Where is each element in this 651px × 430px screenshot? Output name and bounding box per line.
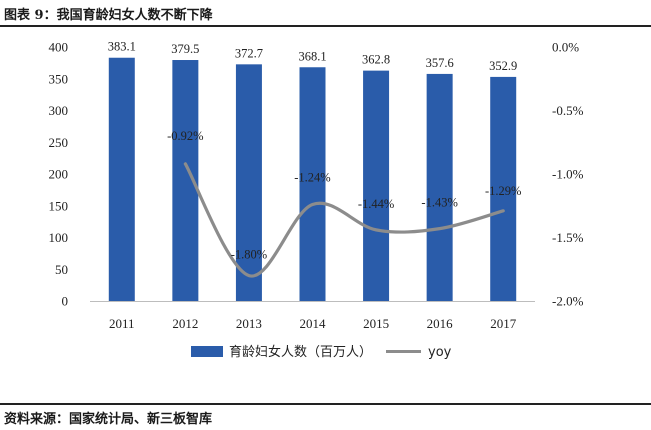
legend-line-label: yoy xyxy=(428,345,452,360)
left-tick-label: 350 xyxy=(49,71,69,86)
left-tick-label: 100 xyxy=(49,230,69,245)
yoy-value-label: -1.44% xyxy=(358,197,394,211)
x-tick-label: 2017 xyxy=(490,316,517,331)
bar-value-label: 379.5 xyxy=(171,42,199,56)
right-tick-label: -2.0% xyxy=(552,294,584,309)
bar-value-label: 357.6 xyxy=(426,56,454,70)
x-axis: 2011 2012 2013 2014 2015 2016 2017 xyxy=(90,301,535,331)
bar-value-label: 372.7 xyxy=(235,46,263,60)
left-axis: 0 50 100 150 200 250 300 350 400 xyxy=(49,40,69,309)
legend-bar-label: 育龄妇女人数（百万人） xyxy=(229,344,372,360)
right-axis: 0.0% -0.5% -1.0% -1.5% -2.0% xyxy=(552,40,584,309)
bar xyxy=(235,64,262,301)
right-tick-label: 0.0% xyxy=(552,40,579,55)
line-series xyxy=(183,162,505,278)
left-tick-label: 200 xyxy=(49,167,69,182)
bar xyxy=(490,76,517,301)
right-tick-label: -1.5% xyxy=(552,230,584,245)
chart-title: 图表 9：我国育龄妇女人数不断下降 xyxy=(4,8,213,23)
yoy-value-label: -1.29% xyxy=(485,184,521,198)
left-tick-label: 0 xyxy=(62,294,69,309)
bar xyxy=(426,73,453,301)
yoy-value-label: -1.24% xyxy=(294,170,330,184)
bar xyxy=(108,57,135,301)
left-tick-label: 300 xyxy=(49,103,69,118)
yoy-line xyxy=(183,162,505,278)
right-tick-label: -1.0% xyxy=(552,167,584,182)
legend-bar-swatch xyxy=(191,346,223,357)
x-tick-label: 2012 xyxy=(172,316,198,331)
title-rule xyxy=(0,25,651,27)
title-bar: 图表 9：我国育龄妇女人数不断下降 xyxy=(0,0,651,26)
bar-value-label: 352.9 xyxy=(489,59,517,73)
bar-labels: 383.1 379.5 372.7 368.1 362.8 357.6 352.9 xyxy=(108,40,518,73)
bar-value-label: 368.1 xyxy=(298,49,326,63)
line-labels: -0.92% -1.80% -1.24% -1.44% -1.43% -1.29% xyxy=(167,129,521,262)
x-tick-label: 2014 xyxy=(300,316,327,331)
left-tick-label: 400 xyxy=(49,40,69,55)
x-tick-label: 2015 xyxy=(363,316,389,331)
left-tick-label: 150 xyxy=(49,198,69,213)
left-tick-label: 50 xyxy=(55,262,68,277)
left-tick-label: 250 xyxy=(49,135,69,150)
bar-value-label: 383.1 xyxy=(108,40,136,54)
yoy-value-label: -0.92% xyxy=(167,129,203,143)
legend: 育龄妇女人数（百万人） yoy xyxy=(191,344,452,360)
right-tick-label: -0.5% xyxy=(552,103,584,118)
x-tick-label: 2013 xyxy=(236,316,262,331)
source-note: 资料来源：国家统计局、新三板智库 xyxy=(4,412,213,427)
x-tick-label: 2016 xyxy=(427,316,454,331)
yoy-value-label: -1.80% xyxy=(231,248,267,262)
bar xyxy=(299,67,326,301)
source-rule xyxy=(0,403,651,405)
bar-value-label: 362.8 xyxy=(362,53,390,67)
yoy-value-label: -1.43% xyxy=(421,196,457,210)
bar xyxy=(363,70,390,301)
bar-series xyxy=(108,57,517,301)
x-tick-label: 2011 xyxy=(109,316,135,331)
